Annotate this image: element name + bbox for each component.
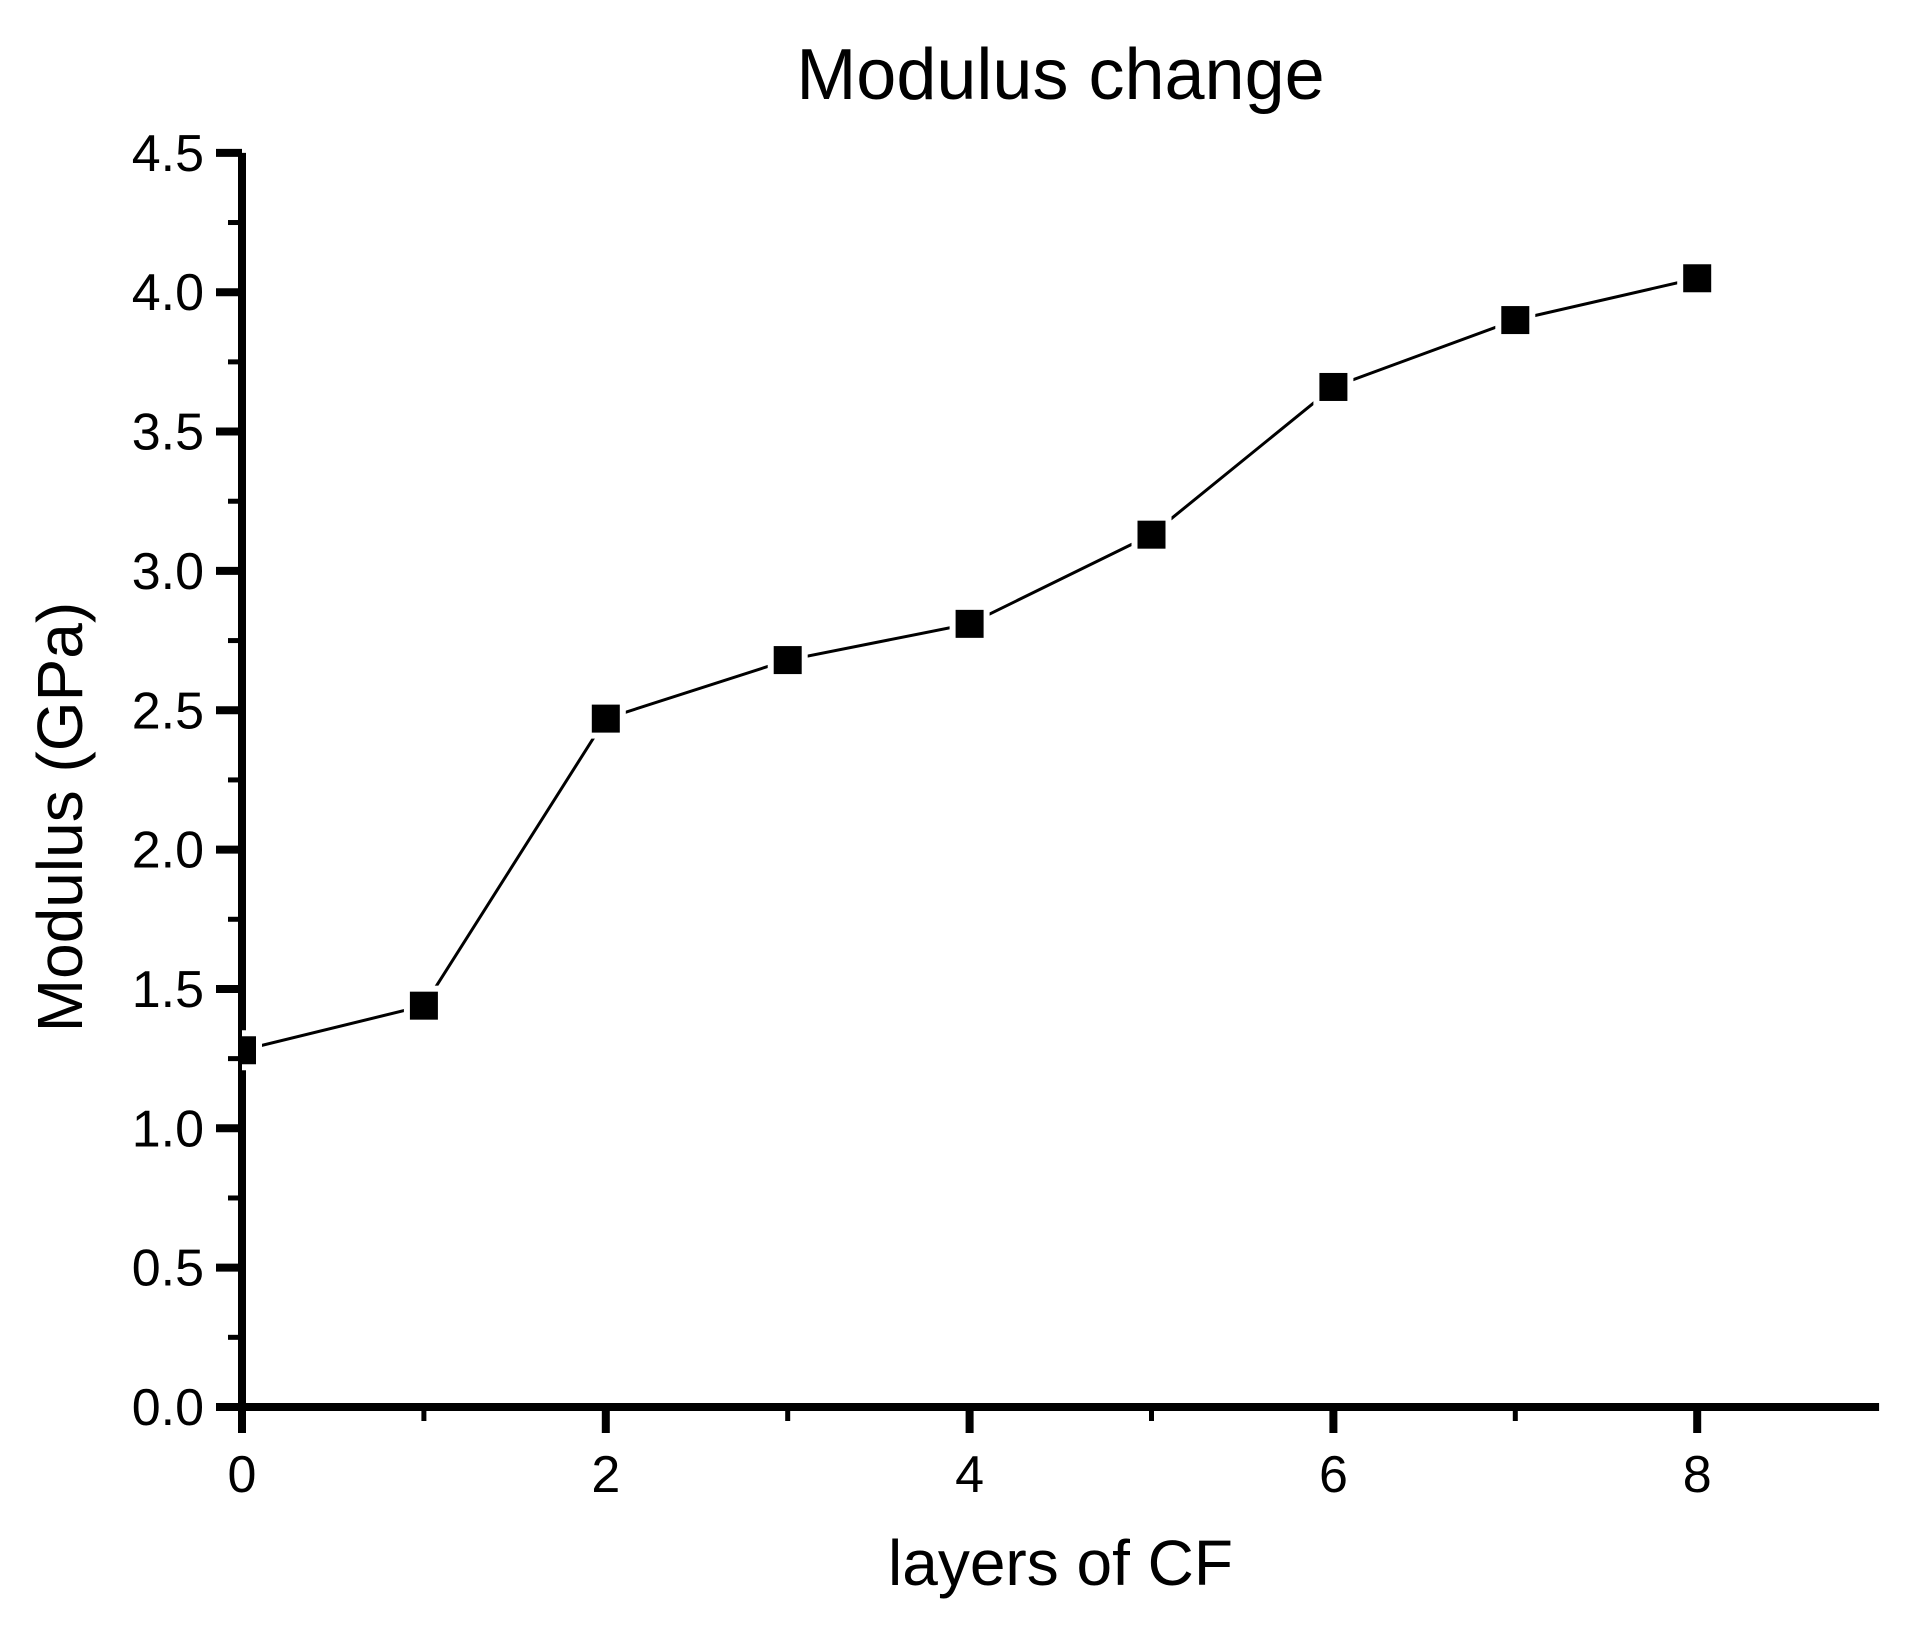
x-tick-label: 6 — [1319, 1446, 1348, 1504]
x-tick-label: 4 — [955, 1446, 984, 1504]
chart-title: Modulus change — [796, 35, 1325, 115]
x-axis-label: layers of CF — [888, 1527, 1233, 1599]
data-point-marker — [585, 698, 626, 739]
y-tick-label: 1.5 — [132, 961, 204, 1019]
data-point-marker — [242, 1030, 262, 1071]
data-point-marker — [1677, 258, 1718, 299]
x-tick-label: 0 — [228, 1446, 257, 1504]
data-point-marker — [1495, 300, 1536, 341]
data-point-marker — [1313, 366, 1354, 407]
y-tick-label: 2.5 — [132, 682, 204, 740]
y-tick-label: 4.5 — [132, 125, 204, 183]
y-tick-label: 0.0 — [132, 1379, 204, 1437]
data-point-marker — [949, 603, 990, 644]
y-axis-label: Modulus (GPa) — [24, 601, 96, 1033]
data-point-marker — [767, 640, 808, 681]
data-point-marker — [1131, 514, 1172, 555]
x-tick-label: 8 — [1683, 1446, 1712, 1504]
x-tick-label: 2 — [591, 1446, 620, 1504]
data-point-marker — [403, 985, 444, 1026]
data-line — [242, 276, 1698, 1052]
y-tick-label: 4.0 — [132, 264, 204, 322]
y-tick-label: 1.0 — [132, 1100, 204, 1158]
y-tick-label: 3.5 — [132, 404, 204, 462]
y-tick-label: 3.0 — [132, 543, 204, 601]
y-tick-label: 2.0 — [132, 822, 204, 880]
y-tick-label: 0.5 — [132, 1240, 204, 1298]
